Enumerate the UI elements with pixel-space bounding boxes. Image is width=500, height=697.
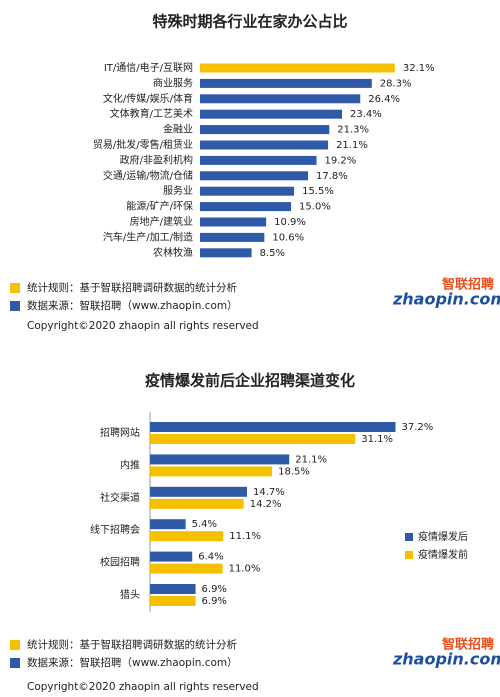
copyright: Copyright©2020 zhaopin all rights reserv… — [27, 681, 259, 693]
bar — [200, 109, 343, 119]
bar — [200, 94, 361, 104]
bar — [150, 531, 224, 542]
category-label: 猎头 — [120, 588, 140, 601]
category-label: 农林牧渔 — [153, 246, 193, 259]
value-label: 10.9% — [274, 217, 306, 228]
category-label: 汽车/生产/加工/制造 — [103, 230, 193, 243]
bar — [150, 563, 223, 574]
bar — [150, 498, 244, 509]
value-label: 15.0% — [299, 202, 331, 213]
logo-en: zhaopin.com — [392, 650, 500, 669]
category-label: 商业服务 — [153, 76, 193, 89]
bullet — [10, 658, 20, 668]
category-label: 交通/运输/物流/仓储 — [103, 169, 193, 182]
value-label: 19.2% — [325, 155, 357, 166]
value-label: 6.9% — [202, 584, 227, 595]
value-label: 14.2% — [250, 499, 282, 510]
value-label: 6.4% — [198, 552, 223, 563]
logo-cn: 智联招聘 — [442, 277, 494, 293]
category-label: IT/通信/电子/互联网 — [104, 61, 193, 74]
category-label: 线下招聘会 — [90, 523, 140, 536]
legend-marker — [405, 551, 413, 559]
category-label: 文体教育/工艺美术 — [110, 107, 193, 120]
logo-cn: 智联招聘 — [442, 637, 494, 653]
value-label: 15.5% — [302, 186, 334, 197]
category-label: 招聘网站 — [100, 426, 140, 439]
logo-en: zhaopin.com — [392, 290, 500, 309]
source-note: 数据来源：智联招聘（www.zhaopin.com） — [27, 656, 238, 669]
bullet — [10, 640, 20, 650]
value-label: 28.3% — [380, 78, 412, 89]
value-label: 8.5% — [260, 248, 285, 259]
source-note: 数据来源：智联招聘（www.zhaopin.com） — [27, 299, 238, 312]
bullet — [10, 283, 20, 293]
bar — [150, 454, 290, 465]
bar — [200, 171, 309, 181]
bar — [150, 466, 273, 477]
category-label: 能源/矿产/环保 — [126, 200, 193, 213]
value-label: 23.4% — [350, 109, 382, 120]
category-label: 文化/传媒/娱乐/体育 — [103, 92, 193, 105]
bar — [150, 434, 356, 444]
value-label: 5.4% — [192, 519, 217, 530]
bar — [200, 232, 265, 242]
bar — [200, 248, 252, 258]
chart-title: 疫情爆发前后企业招聘渠道变化 — [145, 372, 355, 390]
bar — [200, 186, 295, 196]
bar — [200, 63, 395, 73]
value-label: 18.5% — [278, 466, 310, 477]
category-label: 服务业 — [163, 184, 193, 197]
value-label: 14.7% — [253, 487, 285, 498]
bar — [150, 486, 248, 497]
bar — [200, 202, 292, 212]
bar — [200, 217, 267, 227]
value-label: 11.1% — [229, 531, 261, 542]
copyright: Copyright©2020 zhaopin all rights reserv… — [27, 320, 259, 332]
legend-marker — [405, 533, 413, 541]
category-label: 社交渠道 — [100, 491, 140, 504]
value-label: 10.6% — [272, 232, 304, 243]
value-label: 11.0% — [229, 564, 261, 575]
bar — [150, 422, 396, 432]
value-label: 37.2% — [402, 422, 434, 433]
bar — [150, 519, 186, 530]
rule-note: 统计规则：基于智联招聘调研数据的统计分析 — [27, 638, 237, 651]
category-label: 贸易/批发/零售/租赁业 — [93, 138, 193, 151]
value-label: 21.3% — [337, 125, 369, 136]
legend-label: 疫情爆发后 — [418, 530, 468, 543]
chart-title: 特殊时期各行业在家办公占比 — [152, 13, 347, 31]
bar — [200, 78, 372, 88]
bar — [150, 584, 196, 594]
rule-note: 统计规则：基于智联招聘调研数据的统计分析 — [27, 281, 237, 294]
category-label: 政府/非盈利机构 — [120, 153, 193, 166]
category-label: 房地产/建筑业 — [130, 215, 193, 228]
legend-label: 疫情爆发前 — [418, 548, 468, 561]
value-label: 21.1% — [336, 140, 368, 151]
bullet — [10, 301, 20, 311]
bar — [150, 596, 196, 606]
value-label: 32.1% — [403, 63, 435, 74]
value-label: 26.4% — [368, 94, 400, 105]
category-label: 金融业 — [163, 123, 193, 136]
category-label: 内推 — [120, 458, 140, 471]
value-label: 17.8% — [316, 171, 348, 182]
category-label: 校园招聘 — [100, 556, 140, 569]
value-label: 21.1% — [295, 454, 327, 465]
value-label: 31.1% — [361, 434, 393, 445]
bar — [200, 125, 330, 135]
value-label: 6.9% — [202, 596, 227, 607]
bar — [200, 155, 317, 165]
bar — [200, 140, 329, 150]
bar — [150, 551, 193, 562]
